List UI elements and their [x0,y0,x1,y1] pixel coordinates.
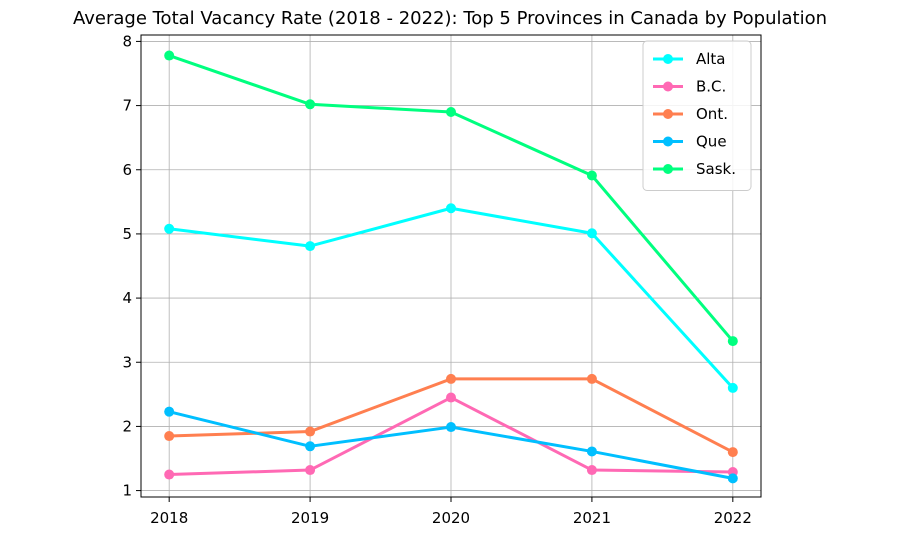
data-point [164,223,175,234]
plot-area [164,50,738,484]
x-tick-label: 2022 [714,509,752,527]
data-point [586,228,597,239]
axes: 2018 2019 2020 2021 2022 1 2 3 4 5 6 7 8 [122,32,762,527]
plot-frame [140,34,762,498]
legend-label: Sask. [696,160,736,178]
y-tick-label: 4 [122,289,132,307]
data-point [446,392,456,403]
x-tick-label: 2019 [291,509,329,527]
y-tick-label: 8 [122,32,132,50]
legend-label: Alta [696,50,726,68]
legend-label: Que [696,133,727,151]
legend-marker [663,54,673,64]
legend-label: B.C. [696,78,726,96]
data-point [446,373,456,384]
legend-marker [663,109,673,119]
data-point [305,241,316,252]
data-point [446,422,456,433]
data-point [727,473,738,484]
y-tick-label: 3 [122,353,132,371]
chart-title: Average Total Vacancy Rate (2018 - 2022)… [73,8,827,29]
x-tick-label: 2021 [573,509,611,527]
legend-box [642,40,752,191]
data-point [586,170,597,181]
x-tick-label: 2020 [432,509,470,527]
legend-marker [663,136,673,147]
data-point [164,406,175,417]
y-tick-label: 2 [122,417,132,435]
data-point [727,382,738,393]
y-tick-label: 5 [122,225,132,243]
data-point [305,441,316,452]
data-point [164,469,175,480]
y-tick-label: 1 [122,482,132,500]
data-point [164,431,175,442]
data-point [586,465,597,476]
legend: Alta B.C. Ont. Que Sask. [642,40,752,191]
x-tick-label: 2018 [150,509,188,527]
data-point [727,447,738,458]
data-point [305,99,316,110]
legend-marker [663,81,673,92]
legend-marker [663,164,673,174]
data-point [586,373,597,384]
data-point [727,336,738,347]
data-point [446,107,456,117]
legend-label: Ont. [696,105,728,123]
data-point [305,465,316,476]
y-tick-label: 6 [122,161,132,179]
data-point [586,446,597,457]
data-point [164,50,175,61]
data-point [305,426,316,437]
y-tick-label: 7 [122,97,132,115]
data-point [446,203,456,214]
